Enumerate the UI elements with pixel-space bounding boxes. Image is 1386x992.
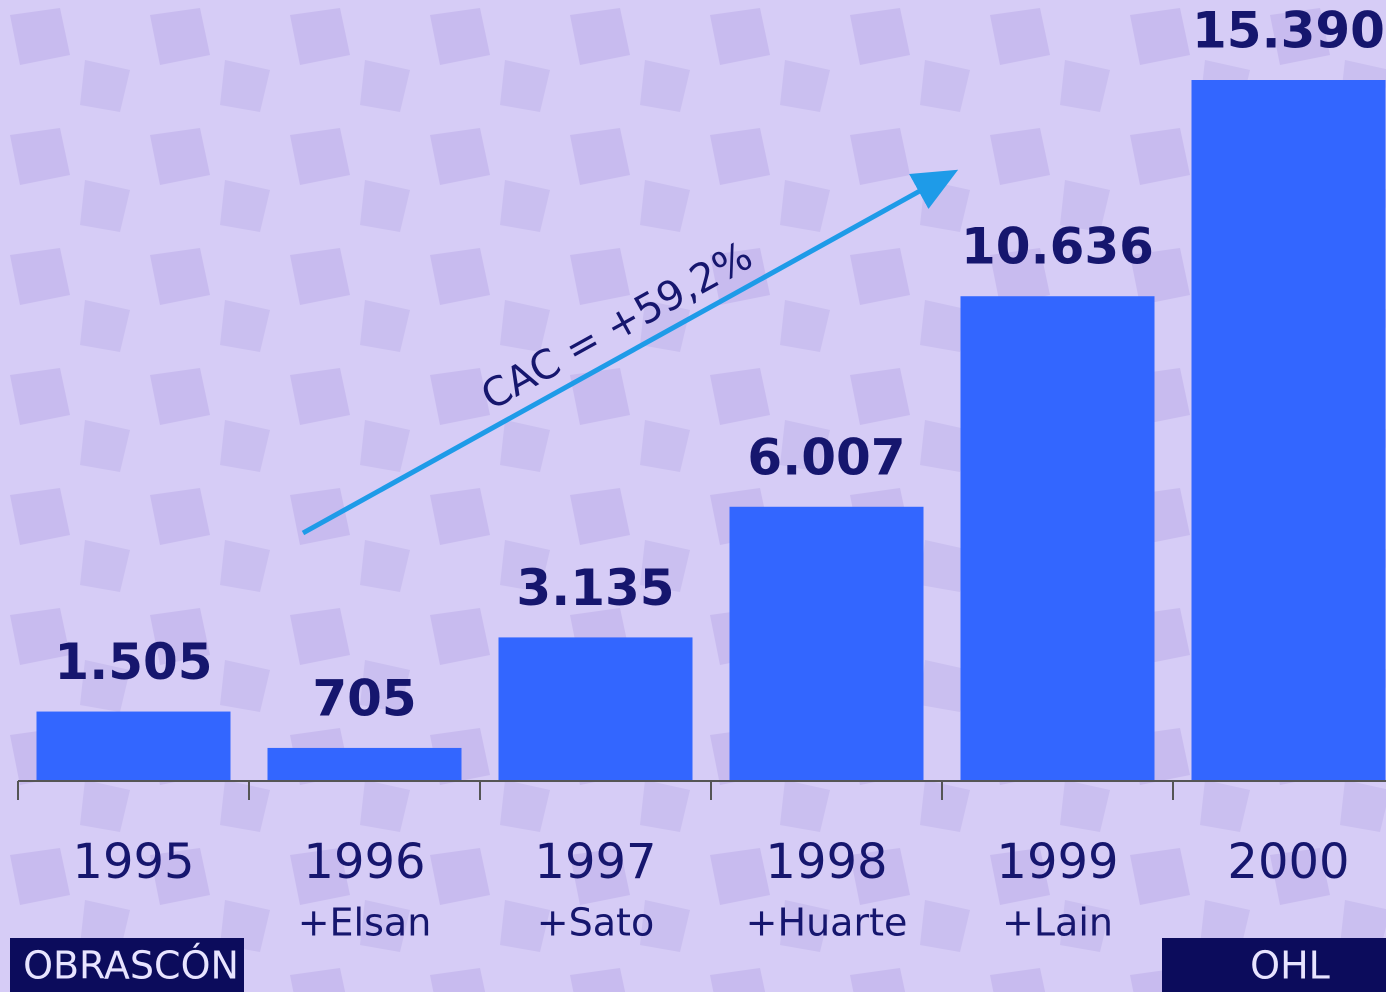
- x-sublabel: +Elsan: [298, 901, 432, 945]
- bar: [498, 637, 693, 780]
- bar: [267, 747, 462, 780]
- value-label: 3.135: [516, 559, 674, 617]
- x-tick-label: 1998: [765, 834, 887, 890]
- note-box: [10, 938, 244, 992]
- x-tick-label: 1995: [72, 834, 194, 890]
- x-tick-label: 1999: [996, 834, 1118, 890]
- value-label: 1.505: [54, 633, 212, 691]
- bar: [36, 711, 231, 780]
- x-tick-label: 1997: [534, 834, 656, 890]
- note-box: [1162, 938, 1386, 992]
- value-label: 15.390: [1192, 2, 1385, 60]
- x-sublabel: +Lain: [1002, 901, 1113, 945]
- bar: [1191, 80, 1386, 780]
- x-sublabel: +Sato: [537, 901, 654, 945]
- x-tick-label: 2000: [1227, 834, 1349, 890]
- note: OBRASCÓN: [23, 944, 239, 988]
- growth-arrow: [301, 169, 959, 536]
- value-label: 705: [312, 669, 416, 727]
- bar: [729, 506, 924, 780]
- x-sublabel: +Huarte: [746, 901, 908, 945]
- x-tick-label: 1996: [303, 834, 425, 890]
- value-label: 6.007: [747, 428, 905, 486]
- value-label: 10.636: [961, 218, 1154, 276]
- note: OHL: [1250, 944, 1330, 988]
- bar: [960, 296, 1155, 780]
